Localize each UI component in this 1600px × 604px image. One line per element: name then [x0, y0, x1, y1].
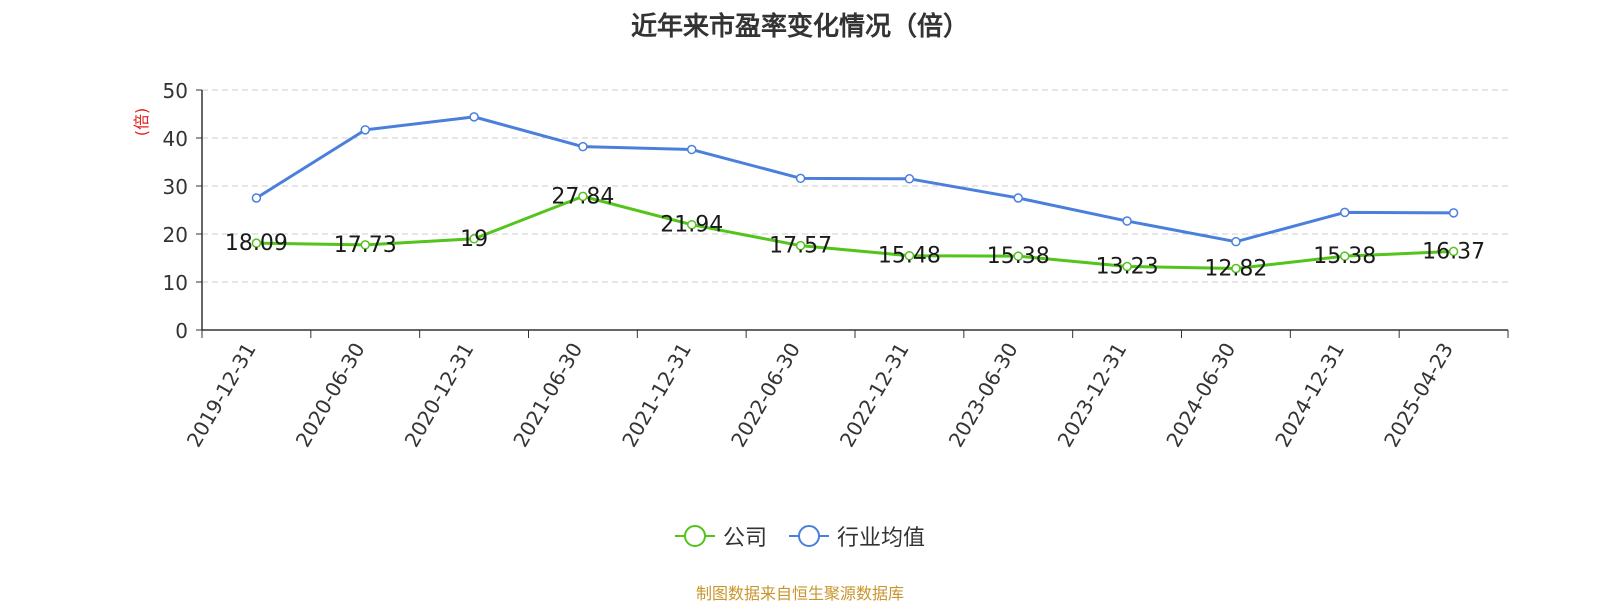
- y-tick-label: 50: [163, 79, 188, 103]
- data-point: [1448, 246, 1459, 257]
- data-point: [795, 173, 806, 184]
- data-point: [469, 112, 479, 122]
- x-tick-label: 2019-12-31: [182, 339, 261, 452]
- source-note: 制图数据来自恒生聚源数据库: [695, 584, 904, 603]
- data-point: [795, 240, 806, 251]
- x-tick-label: 2023-06-30: [944, 339, 1023, 452]
- data-point: [1448, 208, 1459, 218]
- grid-lines: [202, 89, 1508, 283]
- data-point: [687, 219, 697, 230]
- data-point: [469, 234, 479, 244]
- legend-item-company[interactable]: 公司: [674, 520, 767, 552]
- legend: 公司 行业均值: [0, 520, 1600, 552]
- data-label: 21.94: [660, 213, 723, 238]
- x-tick-label: 2023-12-31: [1053, 339, 1132, 452]
- data-point: [578, 191, 588, 202]
- data-label: 17.73: [334, 233, 397, 258]
- series-lines: [251, 112, 1459, 274]
- data-point: [1340, 207, 1350, 218]
- data-point: [1013, 251, 1023, 261]
- chart-title: 近年来市盈率变化情况（倍）: [630, 12, 969, 42]
- data-point: [1013, 193, 1023, 203]
- x-tick-label: 2021-12-31: [617, 339, 696, 452]
- x-tick-label: 2022-12-31: [835, 339, 914, 452]
- data-label: 18.09: [225, 231, 288, 256]
- data-point: [251, 238, 262, 248]
- data-label: 16.37: [1422, 239, 1485, 264]
- data-point: [360, 240, 370, 250]
- series-line-0: [256, 194, 1454, 270]
- x-tick-label: 2025-04-23: [1379, 339, 1458, 452]
- series-line-1: [255, 115, 1454, 244]
- legend-marker-company: [674, 525, 715, 547]
- data-label: 17.57: [769, 234, 832, 259]
- axes: 0 10 20 30 40 50 2019-12-31 2020-06-30 2020-12-3…: [163, 79, 1509, 452]
- legend-item-industry-average[interactable]: 行业均值: [789, 520, 925, 552]
- data-label: 13.23: [1096, 254, 1159, 279]
- legend-label-company: 公司: [722, 526, 767, 551]
- data-point: [360, 125, 370, 135]
- y-tick-label: 10: [163, 271, 188, 295]
- x-tick-label: 2021-06-30: [508, 339, 587, 452]
- y-tick-label: 0: [175, 319, 188, 343]
- data-point: [578, 141, 588, 152]
- x-tick-label: 2024-12-31: [1270, 339, 1349, 452]
- data-point: [1231, 236, 1241, 247]
- data-point: [687, 144, 697, 155]
- x-tick-label: 2020-06-30: [291, 339, 370, 452]
- data-point: [251, 193, 262, 203]
- y-axis-label: (倍): [132, 108, 151, 137]
- data-label: 15.38: [987, 244, 1050, 269]
- data-label: 27.84: [551, 184, 614, 209]
- data-point: [904, 250, 915, 261]
- data-label: 15.38: [1313, 244, 1376, 269]
- x-tick-label: 2022-06-30: [726, 339, 805, 452]
- data-label: 15.48: [878, 244, 941, 269]
- data-point: [1231, 263, 1241, 274]
- data-point: [904, 174, 915, 184]
- legend-marker-industry-average: [789, 525, 829, 547]
- y-tick-label: 40: [163, 127, 188, 151]
- data-labels: 18.09 17.73 19 27.84 21.94 17.57 15.48 15.38 13.…: [225, 184, 1485, 281]
- y-tick-label: 20: [163, 223, 188, 247]
- data-point: [1340, 251, 1350, 261]
- data-label: 19: [460, 227, 488, 252]
- x-tick-label: 2024-06-30: [1161, 339, 1240, 452]
- data-point: [1122, 261, 1132, 272]
- data-label: 12.82: [1204, 256, 1267, 281]
- legend-label-industry-average: 行业均值: [837, 526, 926, 551]
- data-point: [1122, 216, 1132, 226]
- y-tick-label: 30: [163, 175, 188, 199]
- x-tick-label: 2020-12-31: [400, 339, 479, 452]
